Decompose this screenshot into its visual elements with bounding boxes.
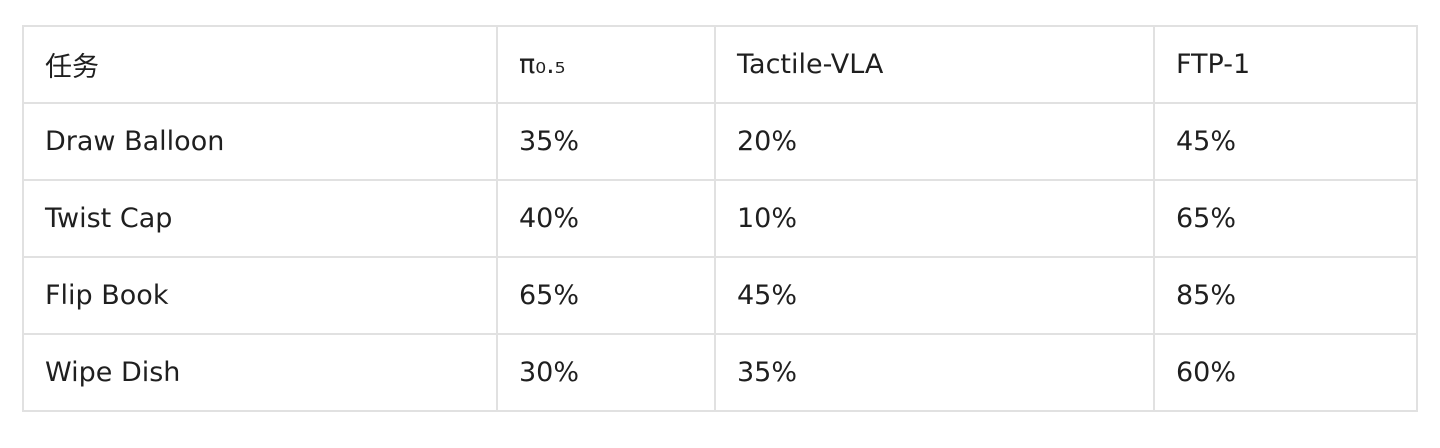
cell: 10% <box>714 179 1155 258</box>
results-table: 任务 π₀.₅ Tactile-VLA FTP-1 Draw Balloon 35% 20%… <box>22 25 1418 412</box>
cell: 35% <box>496 102 716 181</box>
data-row: Twist Cap 40% 10% 65% <box>22 179 1418 258</box>
header-cell: FTP-1 <box>1153 25 1418 104</box>
data-row: Wipe Dish 30% 35% 60% <box>22 333 1418 412</box>
cell: 45% <box>714 256 1155 335</box>
cell: Flip Book <box>22 256 498 335</box>
table-body: 任务 π₀.₅ Tactile-VLA FTP-1 Draw Balloon 35% 20%… <box>22 25 1418 412</box>
cell: 30% <box>496 333 716 412</box>
cell: 20% <box>714 102 1155 181</box>
cell: Wipe Dish <box>22 333 498 412</box>
header-cell: 任务 <box>22 25 498 104</box>
cell: 85% <box>1153 256 1418 335</box>
cell: 65% <box>496 256 716 335</box>
cell: 40% <box>496 179 716 258</box>
cell: 45% <box>1153 102 1418 181</box>
header-cell: Tactile-VLA <box>714 25 1155 104</box>
header-cell: π₀.₅ <box>496 25 716 104</box>
cell: Draw Balloon <box>22 102 498 181</box>
cell: 65% <box>1153 179 1418 258</box>
data-row: Draw Balloon 35% 20% 45% <box>22 102 1418 181</box>
header-row: 任务 π₀.₅ Tactile-VLA FTP-1 <box>22 25 1418 104</box>
cell: 60% <box>1153 333 1418 412</box>
cell: 35% <box>714 333 1155 412</box>
cell: Twist Cap <box>22 179 498 258</box>
data-row: Flip Book 65% 45% 85% <box>22 256 1418 335</box>
